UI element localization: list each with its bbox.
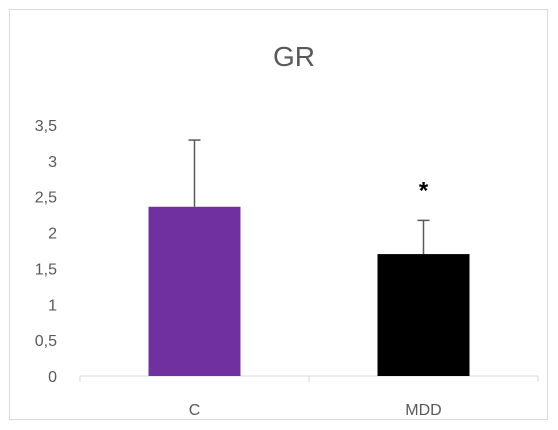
bar-mdd <box>377 254 470 376</box>
y-tick-label: 0,5 <box>35 333 57 350</box>
bars <box>148 206 470 376</box>
bar-c <box>148 206 241 376</box>
y-tick-label: 2,5 <box>35 190 57 207</box>
y-tick-label: 3 <box>48 154 57 171</box>
x-axis-ticks <box>79 376 539 382</box>
chart-title: GR <box>273 41 315 72</box>
y-tick-label: 1,5 <box>35 261 57 278</box>
error-bars <box>188 139 430 255</box>
y-tick-label: 3,5 <box>35 118 57 135</box>
y-tick-label: 2 <box>48 226 57 243</box>
y-axis: 0 0,5 1 1,5 2 2,5 3 3,5 <box>35 118 57 386</box>
annotations: * <box>419 177 429 204</box>
significance-annotation: * <box>419 177 429 204</box>
y-tick-label: 0 <box>48 369 57 386</box>
y-tick-label: 1 <box>48 297 57 314</box>
x-tick-label: C <box>189 402 201 419</box>
x-axis: C MDD <box>189 402 442 419</box>
x-tick-label: MDD <box>405 402 441 419</box>
